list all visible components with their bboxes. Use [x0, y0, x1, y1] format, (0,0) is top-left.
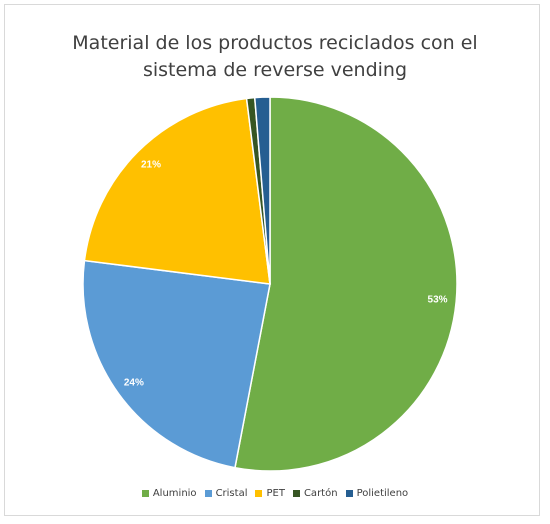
legend-item-cristal: Cristal: [204, 488, 248, 499]
legend-swatch: [204, 490, 212, 497]
chart-title: Material de los productos reciclados con…: [0, 30, 550, 84]
pie-slice-polietileno: [253, 96, 271, 285]
legend-swatch: [292, 490, 300, 497]
legend-item-pet: PET: [255, 488, 285, 499]
data-label-cristal: 24%: [124, 378, 144, 389]
data-label-aluminio: 53%: [428, 294, 448, 305]
legend-item-aluminio: Aluminio: [141, 488, 197, 499]
chart-title-line-1: Material de los productos reciclados con…: [72, 32, 478, 54]
legend-label: Aluminio: [152, 488, 197, 499]
legend-label: Polietileno: [356, 488, 409, 499]
legend-item-polietileno: Polietileno: [345, 488, 409, 499]
legend-label: Cartón: [303, 488, 338, 499]
legend-swatch: [141, 490, 149, 497]
legend-swatch: [255, 490, 263, 497]
legend-swatch: [345, 490, 353, 497]
pie-slice-pet: [83, 97, 271, 285]
legend-label: Cristal: [215, 488, 248, 499]
chart-title-line-2: sistema de reverse vending: [142, 59, 408, 81]
legend-item-cart-n: Cartón: [292, 488, 338, 499]
legend-label: PET: [266, 488, 285, 499]
pie-slice-aluminio: [234, 96, 458, 472]
data-label-pet: 21%: [141, 160, 161, 171]
pie-slice-cristal: [82, 259, 271, 469]
chart-legend: Aluminio Cristal PET Cartón Polietileno: [0, 488, 550, 499]
